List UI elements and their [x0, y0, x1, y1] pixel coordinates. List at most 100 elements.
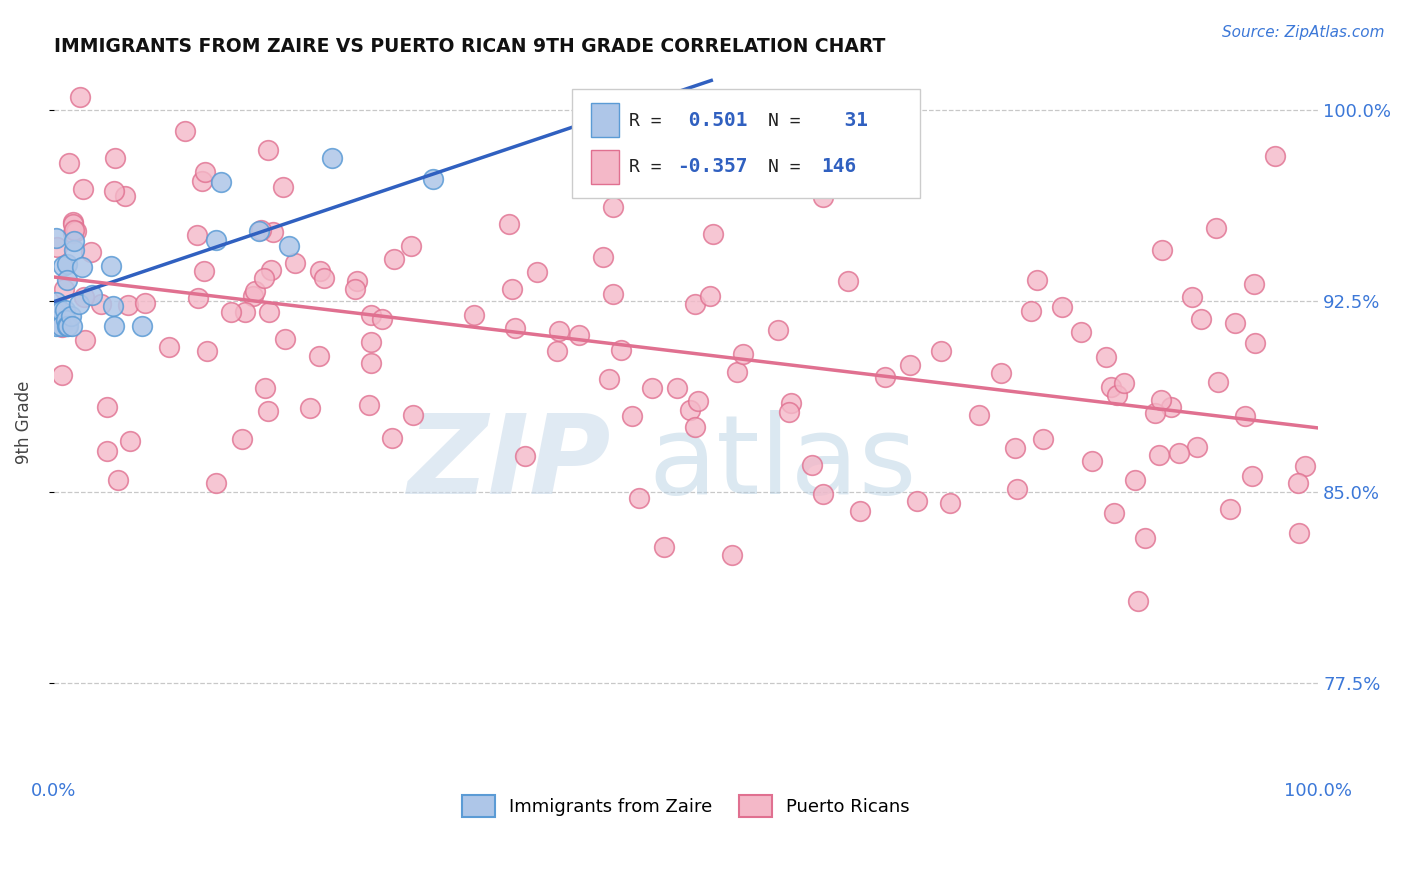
Point: [628, 491, 651, 505]
Point: [51, 368, 73, 382]
Point: [610, 343, 633, 357]
Point: [1004, 441, 1026, 455]
Point: [80, 288, 103, 302]
Point: [284, 256, 307, 270]
Point: [186, 228, 208, 243]
Point: [731, 347, 754, 361]
Point: [253, 380, 276, 394]
Point: [49, 319, 72, 334]
Point: [1160, 400, 1182, 414]
Point: [1147, 449, 1170, 463]
Point: [1107, 388, 1129, 402]
Point: [679, 403, 702, 417]
Point: [253, 271, 276, 285]
Point: [247, 224, 270, 238]
Point: [195, 343, 218, 358]
Bar: [591, 103, 619, 136]
Point: [1288, 525, 1310, 540]
Point: [65, 224, 87, 238]
Point: [96, 401, 118, 415]
Point: [1081, 453, 1104, 467]
Point: [382, 252, 405, 267]
Point: [209, 175, 232, 189]
Point: [1189, 312, 1212, 326]
Point: [1143, 406, 1166, 420]
Point: [52, 259, 75, 273]
Point: [1205, 220, 1227, 235]
Point: [1240, 469, 1263, 483]
Point: [243, 285, 266, 299]
Point: [257, 403, 280, 417]
Point: [309, 264, 332, 278]
Point: [103, 184, 125, 198]
Point: [90, 297, 112, 311]
Point: [463, 309, 485, 323]
Point: [1264, 149, 1286, 163]
Point: [699, 289, 721, 303]
Point: [58, 319, 80, 334]
Point: [905, 494, 928, 508]
Point: [811, 487, 834, 501]
Point: [360, 334, 382, 349]
Point: [1070, 326, 1092, 340]
Point: [873, 370, 896, 384]
Point: [219, 304, 242, 318]
Point: [546, 344, 568, 359]
Point: [1026, 273, 1049, 287]
Point: [598, 372, 620, 386]
Point: [69, 90, 91, 104]
Text: R =: R =: [628, 158, 672, 176]
Point: [501, 282, 523, 296]
Point: [778, 404, 800, 418]
Point: [96, 443, 118, 458]
Point: [1185, 440, 1208, 454]
Point: [45, 319, 67, 334]
Text: N =: N =: [768, 112, 811, 129]
Point: [939, 496, 962, 510]
Point: [702, 227, 724, 241]
Point: [360, 309, 382, 323]
Point: [344, 282, 367, 296]
Point: [640, 382, 662, 396]
Point: [60, 309, 83, 323]
Point: [257, 143, 280, 157]
Point: [1126, 594, 1149, 608]
Text: atlas: atlas: [648, 410, 917, 517]
Point: [683, 420, 706, 434]
Point: [187, 291, 209, 305]
Point: [62, 244, 84, 258]
Point: [73, 333, 96, 347]
Point: [399, 239, 422, 253]
Point: [568, 328, 591, 343]
Point: [117, 298, 139, 312]
Point: [1150, 392, 1173, 407]
Point: [402, 409, 425, 423]
Point: [1168, 445, 1191, 459]
Point: [422, 172, 444, 186]
Point: [346, 274, 368, 288]
Point: [616, 173, 638, 187]
Point: [360, 356, 382, 370]
Point: [101, 299, 124, 313]
Point: [1123, 473, 1146, 487]
Point: [675, 100, 697, 114]
Point: [55, 312, 77, 326]
Point: [62, 226, 84, 240]
Point: [620, 409, 643, 424]
Point: [652, 540, 675, 554]
Text: 31: 31: [821, 112, 869, 130]
Point: [837, 274, 859, 288]
Point: [44, 305, 66, 319]
Point: [205, 475, 228, 490]
Point: [321, 152, 343, 166]
Point: [1021, 304, 1043, 318]
Point: [72, 260, 94, 274]
Point: [100, 259, 122, 273]
Point: [56, 273, 79, 287]
Point: [1135, 531, 1157, 545]
Point: [1094, 350, 1116, 364]
Point: [312, 271, 335, 285]
Point: [205, 233, 228, 247]
Point: [103, 319, 125, 334]
Point: [262, 225, 284, 239]
